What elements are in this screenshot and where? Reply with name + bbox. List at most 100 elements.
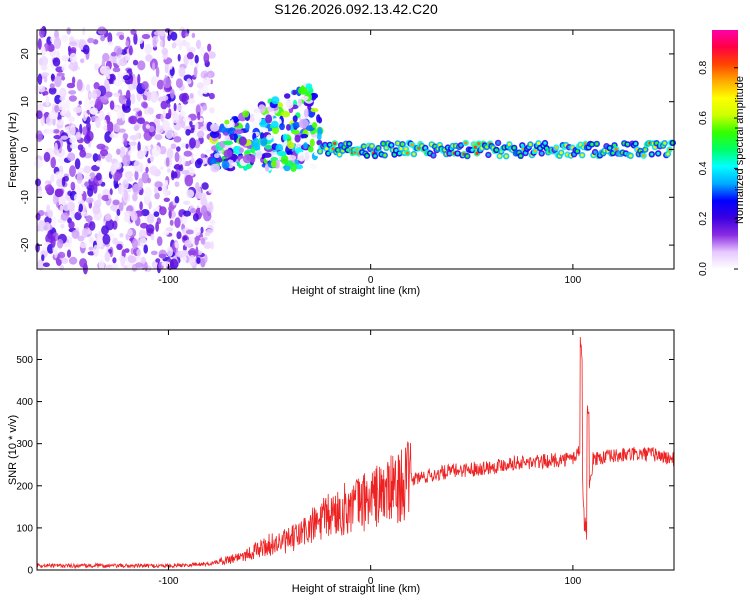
spectrogram-cell: [69, 165, 76, 178]
spectrogram-cell: [184, 32, 189, 37]
spectrogram-cell: [210, 163, 221, 173]
spectrogram-cell: [316, 114, 321, 123]
spectrogram-cell: [84, 175, 92, 180]
spectrogram-cell: [524, 151, 528, 155]
spectrogram-cell: [168, 205, 175, 212]
y-tick-label: 0: [27, 566, 33, 577]
colorbar-tick-label: 0.6: [698, 111, 709, 125]
spectrogram-cell: [112, 199, 120, 206]
spectrogram-cell: [328, 143, 332, 147]
spectrogram-cell: [396, 141, 400, 145]
spectrogram-cell: [83, 165, 92, 174]
spectrogram-cell: [38, 58, 43, 66]
spectrogram-cell: [309, 138, 315, 147]
spectrogram-cell: [166, 246, 173, 257]
spectrogram-cell: [200, 45, 205, 56]
spectrogram-cell: [410, 143, 414, 147]
spectrogram-cell: [214, 153, 220, 159]
spectrogram-cell: [79, 149, 87, 158]
spectrogram-cell: [163, 197, 170, 202]
spectrogram-cell: [166, 147, 174, 160]
spectrogram-cell: [158, 253, 167, 259]
spectrogram-cell: [84, 98, 92, 111]
spectrogram-cell: [96, 236, 103, 248]
spectrogram-cell: [331, 147, 335, 151]
spectrogram-cell: [184, 239, 192, 248]
spectrogram-cell: [141, 33, 151, 40]
spectrogram-cell: [59, 264, 64, 271]
spectrogram-cell: [201, 205, 208, 217]
spectrogram-cell: [533, 149, 537, 153]
spectrogram-cell: [113, 161, 122, 170]
spectrogram-cell: [337, 152, 342, 157]
spectrogram-cell: [663, 141, 667, 145]
spectrogram-cell: [193, 66, 198, 78]
spectrogram-cell: [54, 104, 60, 113]
colorbar-tick-label: 0.0: [698, 262, 709, 276]
spectrogram-cell: [447, 151, 452, 156]
spectrogram-cell: [67, 45, 71, 53]
y-tick-label: 300: [16, 439, 33, 450]
spectrogram-cell: [185, 229, 195, 235]
spectrogram-cell: [190, 157, 195, 164]
spectrogram-cell: [173, 102, 177, 112]
spectrogram-cell: [270, 120, 279, 129]
spectrogram-cell: [238, 136, 247, 146]
spectrogram-cell: [69, 52, 78, 63]
spectrogram-cell: [95, 98, 102, 110]
spectrogram-cell: [209, 219, 216, 225]
y-tick-label: 200: [16, 481, 33, 492]
spectrogram-cell: [642, 154, 646, 158]
spectrogram-cell: [498, 154, 502, 158]
spectrogram-cell: [394, 148, 398, 153]
spectrogram-cell: [113, 78, 123, 87]
spectrogram-cell: [170, 88, 175, 99]
spectrogram-cell: [298, 118, 309, 129]
spectrogram-cell: [590, 142, 594, 146]
spectrogram-cell: [80, 211, 88, 217]
spectrogram-cell: [223, 140, 234, 146]
spectrogram-cell: [97, 193, 102, 202]
spectrogram-cell: [300, 85, 305, 94]
spectrogram-cell: [95, 160, 102, 167]
spectrogram-cell: [61, 55, 69, 62]
y-tick-label: 20: [20, 48, 31, 60]
spectrogram-cell: [528, 142, 533, 147]
spectrogram-cell: [365, 154, 369, 158]
x-tick-label: 100: [565, 275, 582, 286]
spectrogram-cell: [142, 102, 148, 109]
spectrogram-cell: [250, 147, 256, 154]
spectrogram-cell: [174, 104, 183, 112]
spectrogram-cell: [84, 181, 90, 187]
spectrogram-cell: [128, 115, 138, 125]
spectrogram-cell: [164, 62, 169, 74]
spectrogram-cell: [625, 142, 630, 146]
spectrogram-cell: [137, 60, 146, 71]
spectrogram-cell: [182, 235, 188, 241]
spectrogram-cell: [200, 237, 206, 245]
spectrogram-cell: [133, 33, 138, 45]
spectrogram-cell: [182, 155, 186, 166]
spectrogram-cell: [246, 144, 252, 149]
spectrogram-cell: [325, 147, 329, 151]
spectrogram-cell: [305, 83, 313, 90]
spectrogram-cell: [207, 72, 212, 79]
spectrogram-cell: [50, 235, 56, 248]
spectrogram-cell: [194, 236, 201, 242]
spectrogram-cell: [101, 194, 111, 202]
spectrogram-cell: [196, 82, 205, 89]
spectrogram-cell: [189, 255, 196, 266]
spectrogram-cell: [593, 150, 597, 154]
spectrogram-cell: [63, 62, 67, 71]
spectrogram-cell: [37, 259, 44, 271]
spectrogram-cell: [69, 124, 76, 137]
spectrogram-cell: [301, 95, 309, 101]
spectrogram-cell: [270, 160, 277, 168]
spectrogram-cell: [60, 135, 69, 140]
colorbar-tick-label: 0.2: [698, 211, 709, 225]
spectrogram-cell: [473, 145, 477, 149]
spectrogram-cell: [54, 37, 62, 49]
spectrogram-cell: [496, 141, 500, 145]
spectrogram-cell: [194, 126, 198, 139]
snr-x-label: Height of straight line (km): [292, 583, 420, 595]
